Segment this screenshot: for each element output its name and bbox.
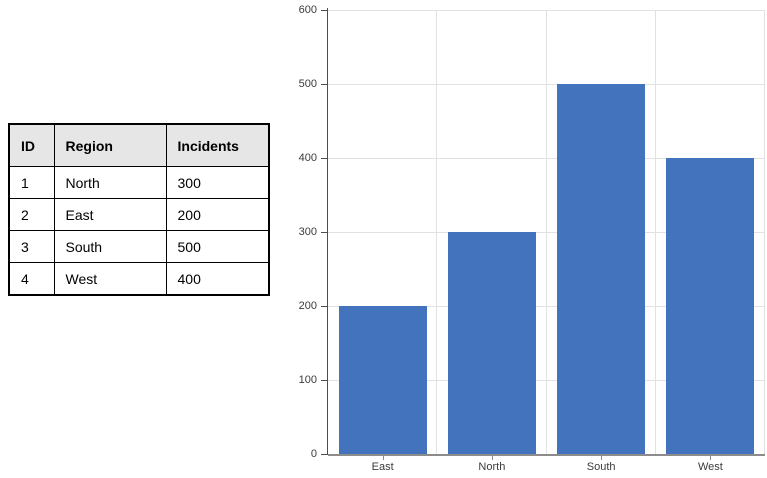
y-axis-tick <box>321 305 327 307</box>
column-header-incidents: Incidents <box>165 123 270 167</box>
y-axis-tick-label: 100 <box>298 374 317 386</box>
y-axis-tick-label: 500 <box>298 78 317 90</box>
y-axis-tick-label: 0 <box>310 448 317 460</box>
x-axis-category-label: East <box>371 461 394 473</box>
bar-chart: 0 100 200 300 400 500 600 East North South West <box>290 0 767 478</box>
y-axis-tick-label: 600 <box>298 4 317 16</box>
bar-south <box>557 84 646 454</box>
horizontal-gridline <box>328 306 765 307</box>
vertical-gridline <box>654 10 656 454</box>
cell-id: 3 <box>8 230 55 263</box>
cell-id: 1 <box>8 166 55 199</box>
bar-east <box>338 306 427 454</box>
cell-id: 2 <box>8 198 55 231</box>
column-header-region: Region <box>53 123 167 167</box>
table-row: 3 South 500 <box>8 230 270 263</box>
x-axis-tick <box>382 455 384 460</box>
cell-incidents: 300 <box>165 166 270 199</box>
vertical-gridline <box>436 10 438 454</box>
vertical-gridline <box>764 10 765 454</box>
table-row: 4 West 400 <box>8 262 270 296</box>
column-header-id: ID <box>8 123 55 167</box>
horizontal-gridline <box>328 158 765 159</box>
y-axis-tick-label: 400 <box>298 152 317 164</box>
cell-region: East <box>53 198 167 231</box>
y-axis-tick <box>321 157 327 159</box>
cell-region: North <box>53 166 167 199</box>
cell-region: West <box>53 262 167 296</box>
x-axis-line <box>328 454 765 456</box>
bar-west <box>666 158 755 454</box>
vertical-gridline <box>545 10 547 454</box>
x-axis-category-label: South <box>586 461 616 473</box>
horizontal-gridline <box>328 380 765 381</box>
x-axis-category-label: North <box>478 461 506 473</box>
incidents-table: ID Region Incidents 1 North 300 2 East 2… <box>8 123 270 296</box>
table-header-row: ID Region Incidents <box>8 123 270 167</box>
cell-region: South <box>53 230 167 263</box>
table-row: 2 East 200 <box>8 198 270 231</box>
horizontal-gridline <box>328 84 765 85</box>
bar-north <box>447 232 536 454</box>
cell-incidents: 500 <box>165 230 270 263</box>
x-axis-tick <box>491 455 493 460</box>
x-axis-category-label: West <box>697 461 723 473</box>
y-axis-tick <box>321 453 327 455</box>
table-row: 1 North 300 <box>8 166 270 199</box>
y-axis-tick-label: 300 <box>298 226 317 238</box>
y-axis-tick <box>321 83 327 85</box>
cell-incidents: 400 <box>165 262 270 296</box>
x-axis-tick <box>601 455 603 460</box>
x-axis-tick <box>710 455 712 460</box>
y-axis-line <box>326 8 328 455</box>
horizontal-gridline <box>328 10 765 11</box>
y-axis-tick <box>321 379 327 381</box>
y-axis-tick <box>321 231 327 233</box>
cell-id: 4 <box>8 262 55 296</box>
y-axis-tick-label: 200 <box>298 300 317 312</box>
horizontal-gridline <box>328 232 765 233</box>
cell-incidents: 200 <box>165 198 270 231</box>
y-axis-tick <box>321 9 327 11</box>
